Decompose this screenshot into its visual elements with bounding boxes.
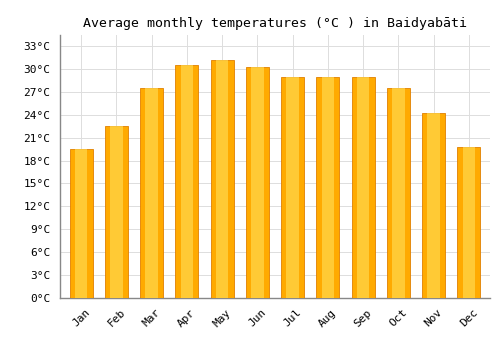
Bar xyxy=(422,113,445,298)
Bar xyxy=(75,149,88,298)
Bar xyxy=(180,65,193,298)
Bar xyxy=(140,88,163,298)
Bar xyxy=(392,88,404,298)
Bar xyxy=(70,149,92,298)
Bar xyxy=(246,67,269,298)
Bar xyxy=(281,77,304,298)
Title: Average monthly temperatures (°C ) in Baidyabāti: Average monthly temperatures (°C ) in Ba… xyxy=(83,17,467,30)
Bar xyxy=(176,65,199,298)
Bar xyxy=(357,77,370,298)
Bar xyxy=(146,88,158,298)
Bar xyxy=(462,147,475,298)
Bar xyxy=(105,126,128,298)
Bar xyxy=(458,147,480,298)
Bar xyxy=(316,77,340,298)
Bar xyxy=(286,77,299,298)
Bar xyxy=(387,88,410,298)
Bar xyxy=(110,126,122,298)
Bar xyxy=(428,113,440,298)
Bar xyxy=(352,77,374,298)
Bar xyxy=(216,60,228,298)
Bar xyxy=(210,60,234,298)
Bar xyxy=(251,67,264,298)
Bar xyxy=(322,77,334,298)
